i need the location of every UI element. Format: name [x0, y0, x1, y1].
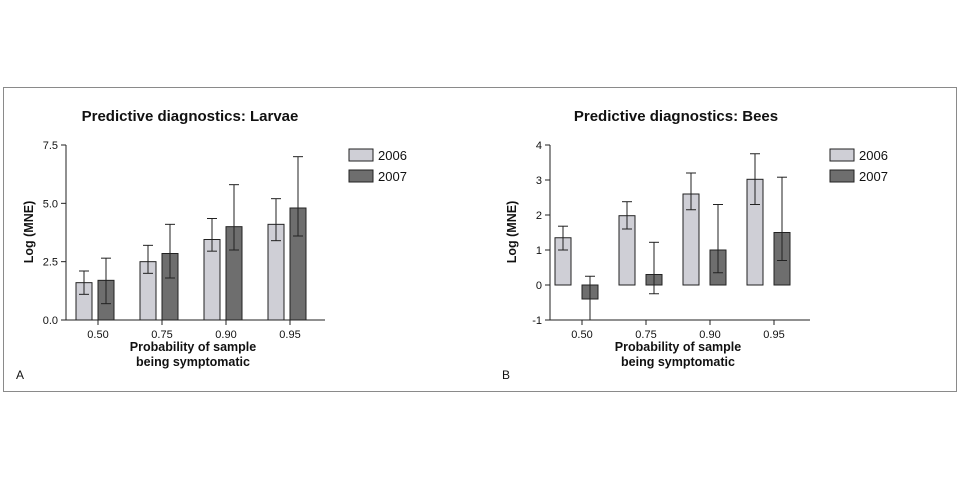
legend-label-2007: 2007 — [378, 169, 407, 184]
legend: 2006 2007 — [829, 148, 888, 184]
y-tick-label: 2 — [536, 210, 542, 222]
panel-larvae: Predictive diagnostics: Larvae 0.0 2.5 5.0… — [16, 108, 407, 382]
legend-swatch-2007 — [829, 169, 855, 183]
x-tick-label: 0.95 — [763, 329, 784, 341]
x-tick-label: 0.50 — [571, 329, 592, 341]
y-tick-label: 5.0 — [43, 198, 58, 210]
figure-frame — [3, 87, 957, 392]
x-axis-label-box: Probability of sample being symptomatic — [614, 340, 742, 369]
y-tick-label: 3 — [536, 175, 542, 187]
y-axis-label: Log (MNE) — [22, 201, 36, 263]
plot-area: -1 0 1 2 3 4 0.50 0.75 0.90 0.95 — [532, 140, 810, 341]
panel-bees: Predictive diagnostics: Bees -1 0 1 2 3 4 0.50… — [502, 108, 888, 382]
legend-label-2007: 2007 — [859, 169, 888, 184]
y-axis-label: Log (MNE) — [505, 201, 519, 263]
chart-title: Predictive diagnostics: Larvae — [82, 108, 299, 125]
x-tick-label: 0.90 — [699, 329, 720, 341]
y-tick-label: 4 — [536, 140, 542, 152]
x-axis-label: Probability of sample being symptomatic — [614, 340, 742, 369]
legend-swatch-2006 — [348, 148, 374, 162]
legend-swatch-2007 — [348, 169, 374, 183]
plot-area: 0.0 2.5 5.0 7.5 0.50 0.75 0.90 0.95 — [43, 140, 325, 341]
x-tick-label: 0.95 — [279, 329, 300, 341]
x-axis-label: Probability of sample being symptomatic — [129, 340, 257, 369]
legend-label-2006: 2006 — [859, 148, 888, 163]
x-tick-label: 0.75 — [635, 329, 656, 341]
legend: 2006 2007 — [348, 148, 407, 184]
x-tick-label: 0.75 — [151, 329, 172, 341]
panel-letter: A — [16, 368, 24, 382]
y-tick-label: 1 — [536, 245, 542, 257]
panel-letter: B — [502, 368, 510, 382]
legend-label-2006: 2006 — [378, 148, 407, 163]
y-tick-label: 0.0 — [43, 315, 58, 327]
x-axis-label-box: Probability of sample being symptomatic — [129, 340, 257, 369]
y-tick-label: 0 — [536, 280, 542, 292]
x-tick-label: 0.90 — [215, 329, 236, 341]
x-tick-label: 0.50 — [87, 329, 108, 341]
y-tick-label: -1 — [532, 315, 542, 327]
chart-title: Predictive diagnostics: Bees — [574, 108, 778, 125]
y-tick-label: 7.5 — [43, 140, 58, 152]
legend-swatch-2006 — [829, 148, 855, 162]
y-tick-label: 2.5 — [43, 257, 58, 269]
